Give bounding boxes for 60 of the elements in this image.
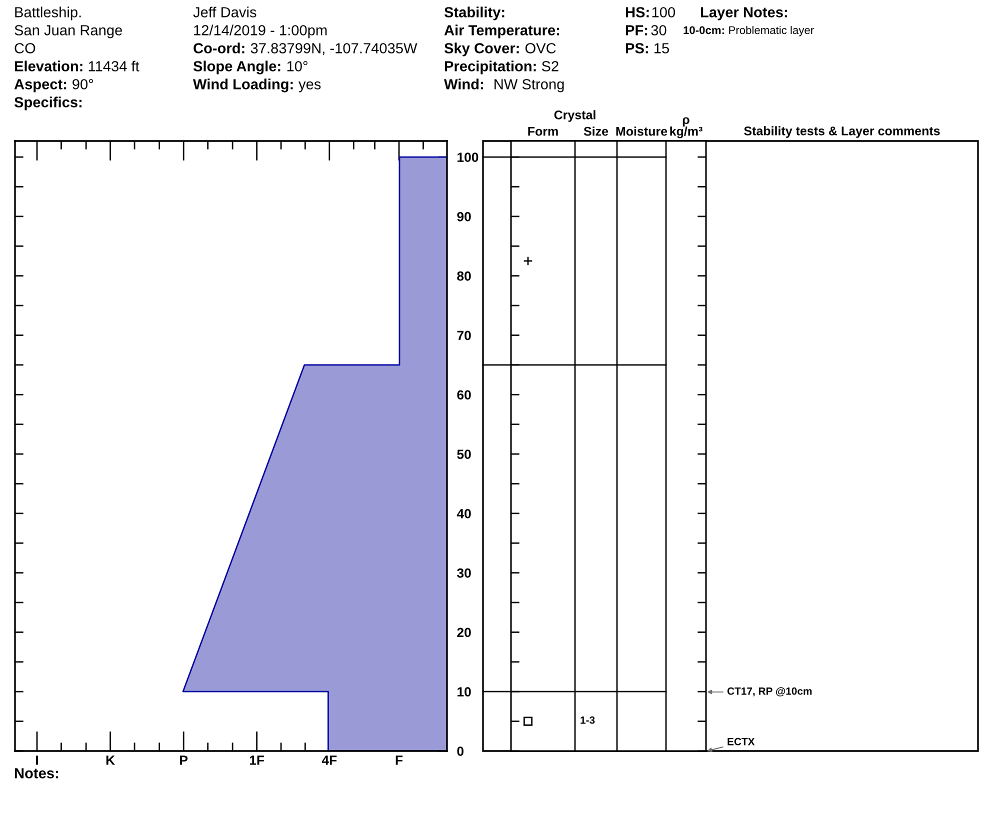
y-tick-label: 30 — [457, 568, 471, 578]
text: Air Temperature: — [444, 24, 560, 38]
text: yes — [298, 81, 321, 92]
y-tick-label: 90 — [457, 212, 471, 222]
annotation: 1-3 — [580, 716, 595, 724]
text: 37.83799N, -107.74035W — [250, 43, 418, 56]
text: CO — [14, 43, 36, 54]
y-tick-label: 80 — [457, 271, 471, 281]
y-tick-label: 40 — [456, 508, 471, 518]
y-tick-label: 0 — [457, 746, 464, 756]
text: 11434 ft — [88, 60, 140, 72]
text: S2 — [542, 61, 558, 72]
text: P — [180, 756, 188, 765]
text: Jeff Davis — [193, 6, 256, 18]
text: PS: — [626, 43, 648, 54]
text: 100 — [652, 7, 676, 18]
x-tick-label: Size — [584, 126, 608, 136]
y-tick-label: 10 — [458, 687, 471, 697]
text: Precipitation: — [444, 60, 536, 74]
text: K — [106, 756, 115, 765]
text: Specifics: — [14, 96, 82, 110]
text: 15 — [654, 43, 669, 54]
y-tick-label: 60 — [457, 390, 471, 400]
text: Wind: — [444, 78, 483, 90]
text: Notes: — [14, 768, 58, 778]
text: Problematic layer — [729, 26, 814, 36]
text: 90° — [72, 79, 94, 90]
y-tick-label: 50 — [457, 450, 471, 459]
text: ECTX — [728, 738, 755, 746]
text: 4F — [322, 756, 337, 765]
text: Layer Notes: — [700, 7, 787, 20]
text: CT17, RP @10cm — [727, 687, 812, 696]
text: Crystal — [554, 110, 596, 122]
text: 30 — [651, 25, 666, 36]
text: Battleship. — [15, 6, 81, 20]
text: I — [36, 756, 38, 765]
y-tick-label: 100 — [458, 152, 478, 162]
text: Sky Cover: — [444, 42, 519, 56]
text: Wind Loading: — [193, 78, 293, 92]
text: NW Strong — [494, 79, 564, 92]
x-tick-label: Moisture — [616, 126, 668, 136]
text: F — [396, 756, 403, 765]
y-tick-label: 70 — [457, 330, 471, 340]
x-tick-label: Form — [528, 127, 558, 136]
text: HS: — [626, 7, 649, 18]
text: Co-ord: — [194, 42, 244, 54]
text: 10-0cm: — [684, 26, 724, 34]
text: Aspect: — [14, 79, 66, 92]
y-tick-label: 20 — [457, 628, 471, 638]
x-tick-label: ρ kg/m³ — [670, 117, 702, 138]
text: Slope Angle: — [193, 60, 280, 74]
text: PF: — [626, 25, 648, 36]
text: Stability tests & Layer comments — [744, 126, 940, 138]
text: 10° — [287, 61, 308, 72]
text: 12/14/2019 - 1:00pm — [194, 24, 327, 38]
text: OVC — [525, 43, 556, 54]
text: San Juan Range — [14, 25, 122, 38]
text: Elevation: — [14, 60, 82, 72]
text: Stability: — [444, 6, 504, 20]
text: 1F — [250, 756, 264, 765]
